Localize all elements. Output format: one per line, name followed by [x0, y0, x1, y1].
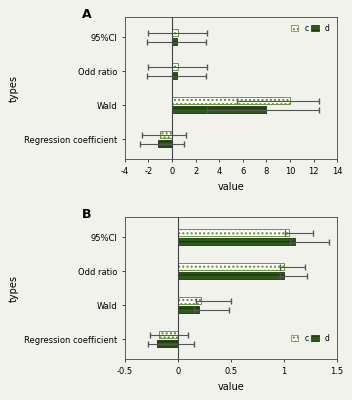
- Bar: [172, 63, 178, 70]
- Bar: [172, 97, 290, 104]
- Bar: [178, 238, 295, 245]
- Bar: [178, 272, 284, 279]
- Text: B: B: [82, 208, 92, 221]
- Bar: [172, 38, 177, 45]
- Bar: [158, 140, 172, 147]
- Bar: [172, 106, 266, 113]
- Bar: [178, 297, 201, 304]
- Text: A: A: [82, 8, 92, 21]
- Bar: [178, 306, 199, 313]
- Bar: [159, 331, 178, 338]
- Legend: c, d: c, d: [289, 22, 331, 34]
- Y-axis label: types: types: [8, 275, 18, 302]
- X-axis label: value: value: [218, 382, 244, 392]
- Legend: c, d: c, d: [289, 332, 331, 344]
- Bar: [178, 229, 289, 236]
- Bar: [172, 72, 177, 79]
- Bar: [160, 131, 172, 138]
- Bar: [172, 29, 178, 36]
- X-axis label: value: value: [218, 182, 244, 192]
- Bar: [178, 263, 284, 270]
- Bar: [157, 340, 178, 347]
- Y-axis label: types: types: [8, 75, 18, 102]
